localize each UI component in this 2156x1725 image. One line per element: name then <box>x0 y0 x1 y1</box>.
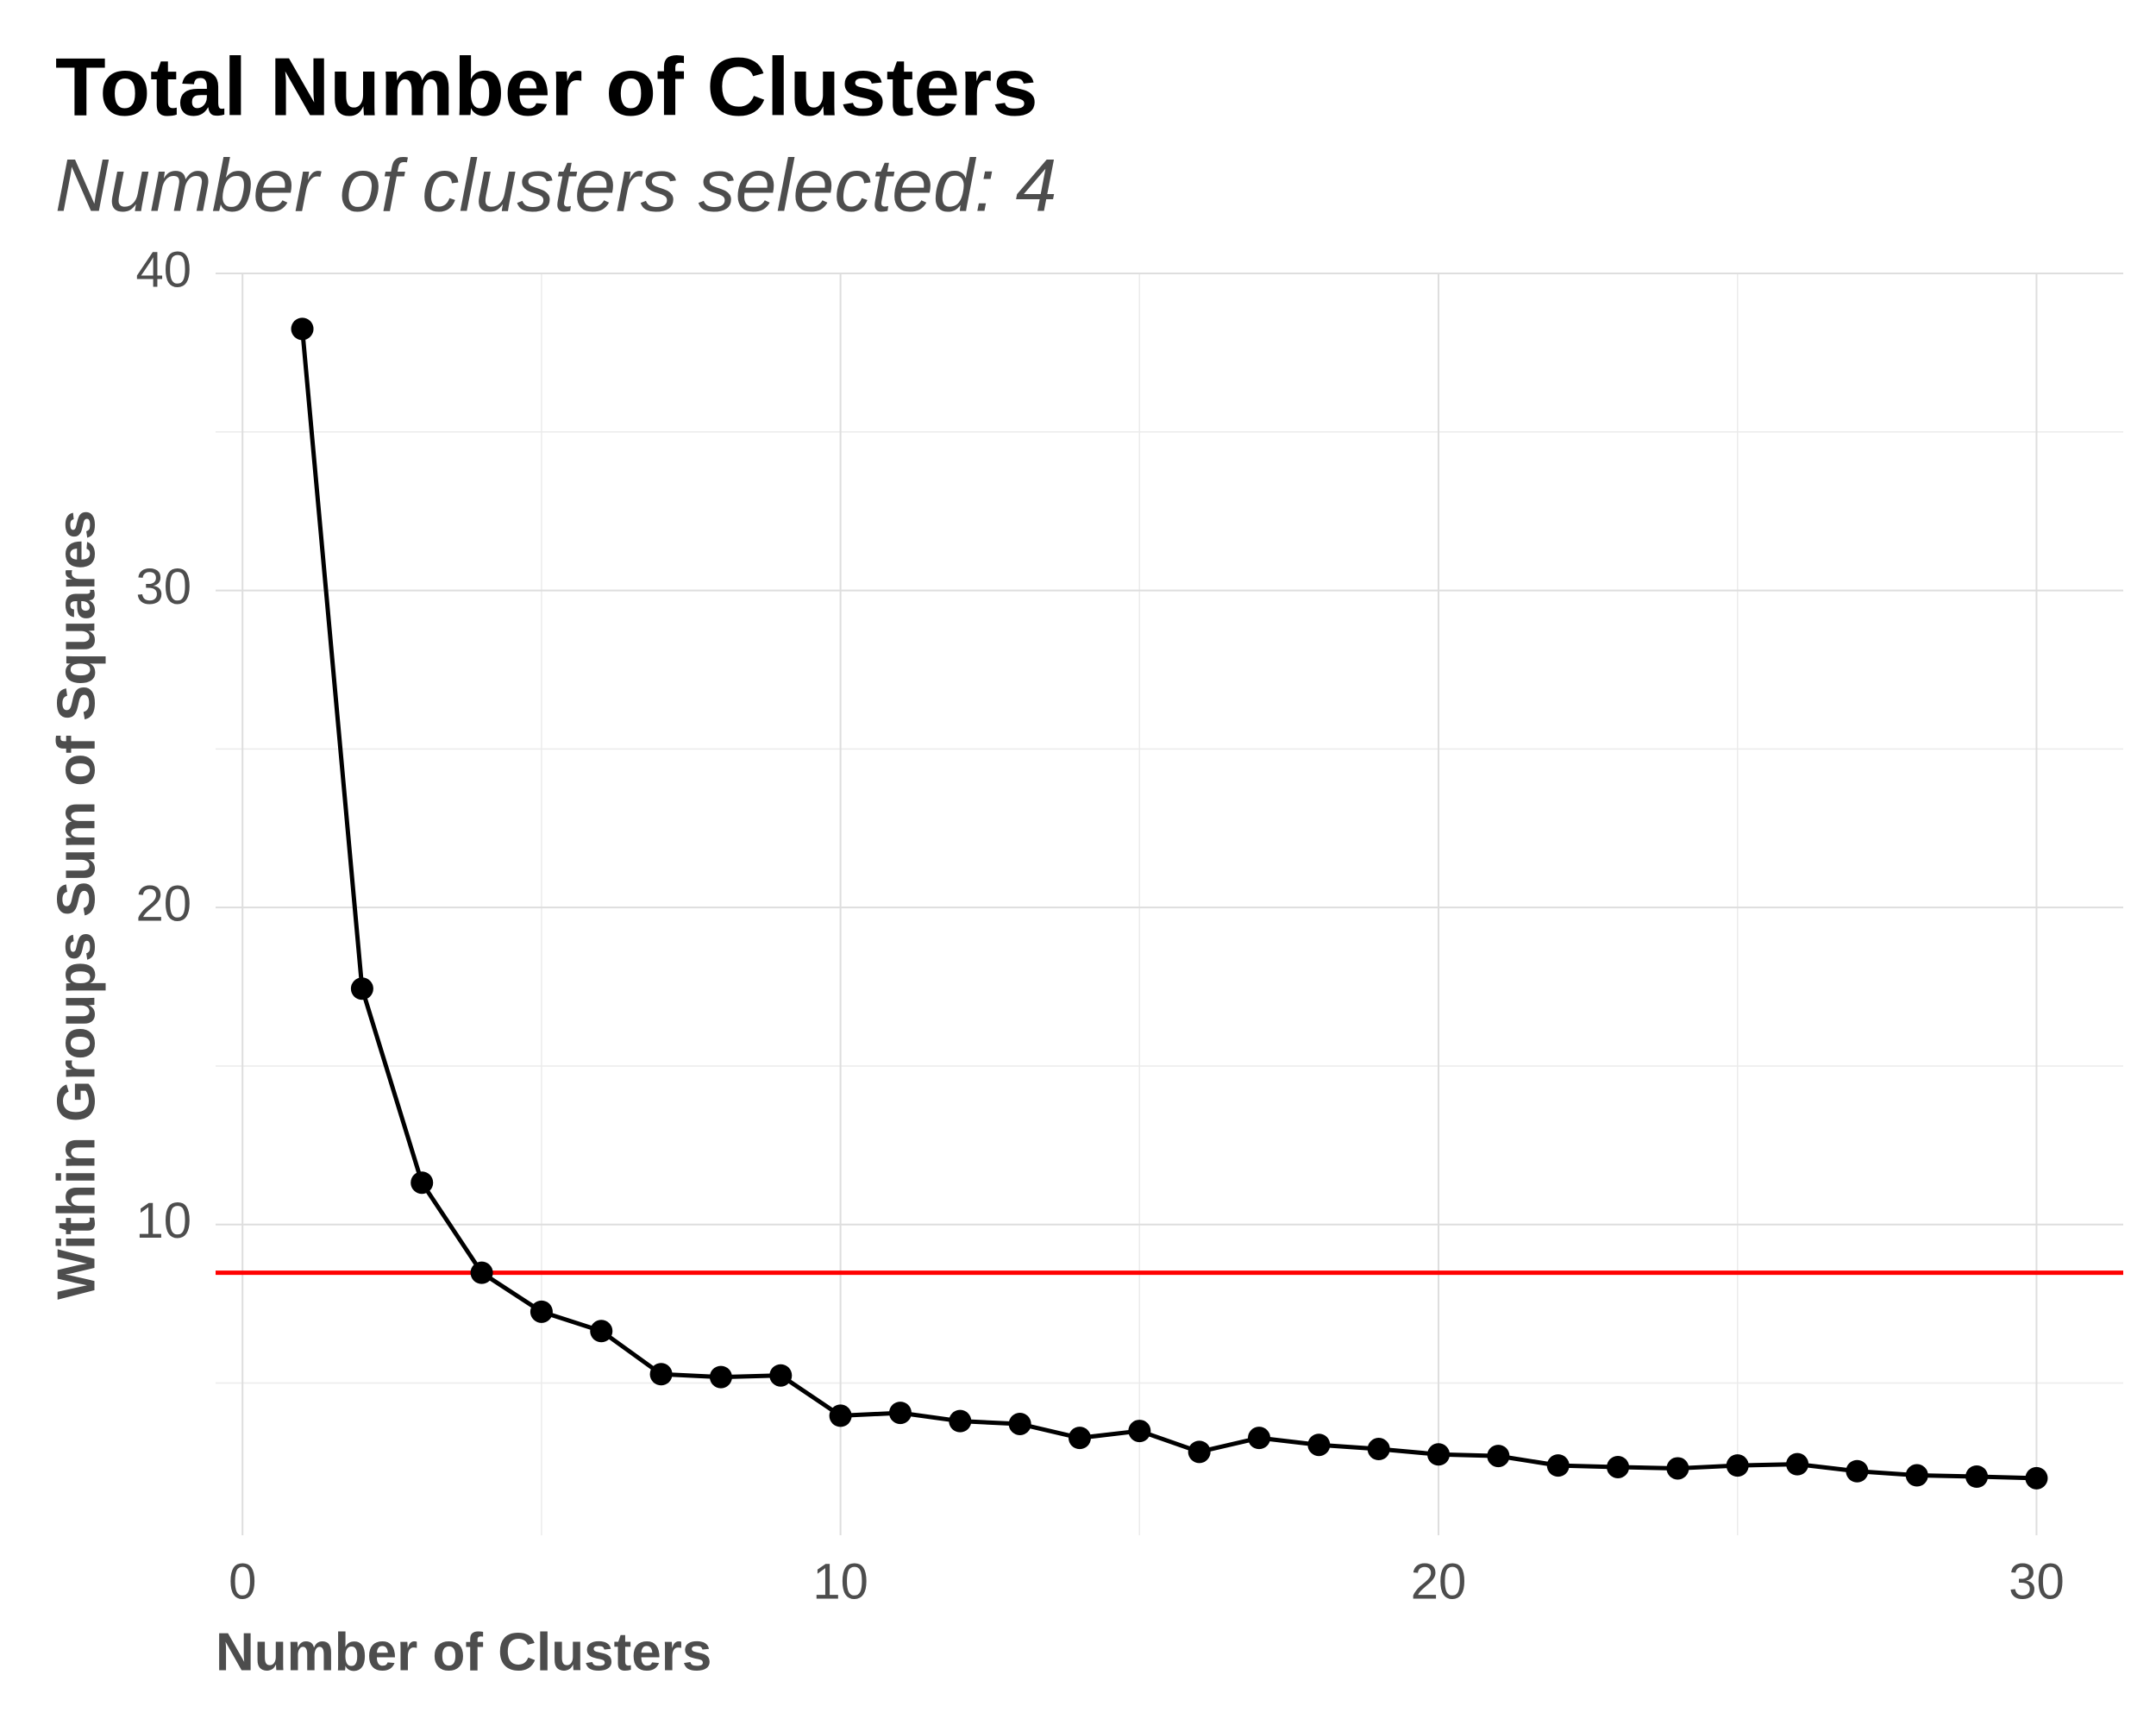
data-point <box>649 1363 673 1386</box>
data-point <box>1188 1440 1211 1464</box>
grid: 10 20 30 40 0 10 20 30 <box>135 242 2123 1609</box>
chart-subtitle: Number of clusters selected: 4 <box>55 145 1057 228</box>
chart-title: Total Number of Clusters <box>55 41 1038 133</box>
data-point <box>411 1171 434 1195</box>
data-point <box>888 1402 912 1425</box>
data-point <box>1068 1427 1091 1450</box>
y-tick-label: 30 <box>135 559 191 615</box>
x-tick-label: 20 <box>1411 1553 1467 1609</box>
data-point <box>1607 1455 1630 1478</box>
data-point <box>350 977 373 1000</box>
x-tick-label: 30 <box>2009 1553 2065 1609</box>
data-point <box>2025 1466 2048 1490</box>
data-point <box>1128 1420 1151 1443</box>
data-point <box>1008 1412 1031 1435</box>
data-point <box>1726 1454 1749 1477</box>
data-point <box>1905 1464 1928 1487</box>
x-tick-label: 10 <box>812 1553 868 1609</box>
y-axis-title: Within Groups Sum of Squares <box>47 510 106 1300</box>
data-point <box>590 1320 613 1343</box>
data-point <box>1487 1445 1510 1468</box>
x-axis-title: Number of Clusters <box>216 1622 711 1682</box>
plot-area <box>216 317 2123 1490</box>
data-point <box>1248 1427 1271 1450</box>
data-point <box>769 1364 793 1387</box>
data-point <box>1546 1454 1570 1477</box>
data-point <box>709 1365 732 1389</box>
y-tick-label: 20 <box>135 876 191 932</box>
data-point <box>291 317 314 341</box>
y-tick-label: 40 <box>135 242 191 298</box>
data-point <box>1786 1452 1809 1476</box>
data-point <box>530 1300 553 1323</box>
data-point <box>949 1409 972 1433</box>
data-point <box>1846 1459 1869 1483</box>
data-point <box>1367 1438 1390 1461</box>
data-point <box>1666 1457 1689 1480</box>
data-point <box>470 1261 493 1284</box>
data-point <box>1307 1433 1331 1457</box>
x-tick-label: 0 <box>229 1553 256 1609</box>
data-point <box>829 1404 852 1427</box>
data-point <box>1965 1465 1989 1488</box>
data-point <box>1427 1443 1451 1466</box>
y-tick-label: 10 <box>135 1193 191 1249</box>
